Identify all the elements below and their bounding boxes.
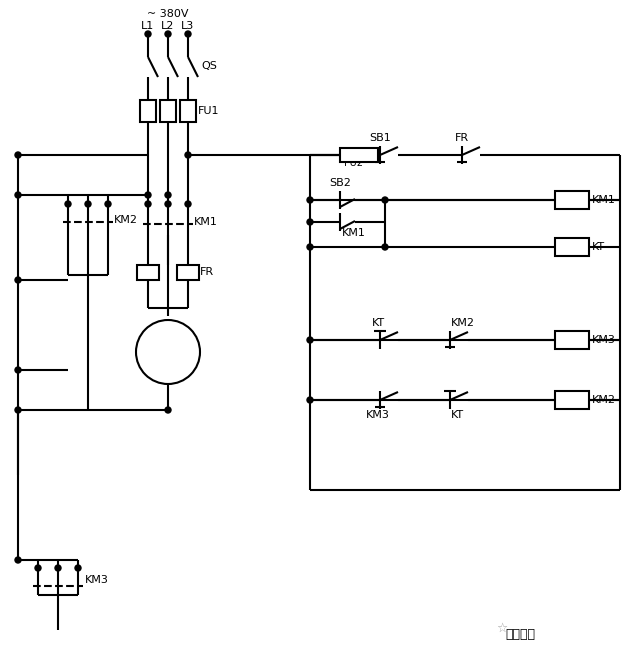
Bar [180,100,196,122]
Text: SB2: SB2 [329,178,351,188]
Text: KM2: KM2 [592,395,616,405]
Text: QS: QS [201,61,217,71]
Circle shape [35,565,41,571]
Circle shape [307,397,313,403]
Text: FU2: FU2 [344,158,363,168]
Bar [177,265,199,280]
Circle shape [15,367,21,373]
Circle shape [165,407,171,413]
Circle shape [85,201,91,207]
Text: L1: L1 [141,21,155,31]
Circle shape [165,192,171,198]
Circle shape [382,244,388,250]
Text: KM3: KM3 [366,410,390,420]
Circle shape [185,201,191,207]
Circle shape [55,565,61,571]
Circle shape [136,320,200,384]
Text: KT: KT [592,242,605,252]
Circle shape [15,407,21,413]
Circle shape [15,557,21,563]
Text: KM2: KM2 [451,318,475,328]
Circle shape [105,201,111,207]
Text: ☆: ☆ [496,622,508,634]
Bar [340,148,378,162]
Bar [140,100,156,122]
Circle shape [145,192,151,198]
Text: ~ 380V: ~ 380V [147,9,189,19]
Text: 技成培训: 技成培训 [505,628,535,642]
Circle shape [382,197,388,203]
Text: KM3: KM3 [85,575,109,585]
Circle shape [65,201,71,207]
Circle shape [145,31,151,37]
Circle shape [145,201,151,207]
Text: M: M [161,340,175,358]
Text: KM2: KM2 [114,215,138,225]
Text: FR: FR [200,267,214,277]
Bar [160,100,176,122]
Circle shape [307,197,313,203]
Bar [137,265,159,280]
Text: L3: L3 [181,21,195,31]
Text: FR: FR [455,133,469,143]
Circle shape [15,152,21,158]
Text: KT: KT [371,318,385,328]
Text: ~: ~ [163,355,173,368]
Circle shape [307,219,313,225]
Circle shape [15,192,21,198]
Circle shape [75,565,81,571]
Text: KM1: KM1 [194,217,218,227]
Text: L2: L2 [161,21,175,31]
Text: KT: KT [451,410,464,420]
Circle shape [307,244,313,250]
Text: KM3: KM3 [592,335,616,345]
Text: KM1: KM1 [342,228,366,238]
Circle shape [307,337,313,343]
Circle shape [165,31,171,37]
Bar [555,238,589,256]
Text: KM1: KM1 [592,195,616,205]
Circle shape [185,31,191,37]
Circle shape [165,201,171,207]
Bar [555,331,589,349]
Circle shape [15,277,21,283]
Text: SB1: SB1 [369,133,391,143]
Text: FU1: FU1 [198,106,220,116]
Bar [555,391,589,409]
Bar [555,191,589,209]
Circle shape [185,152,191,158]
